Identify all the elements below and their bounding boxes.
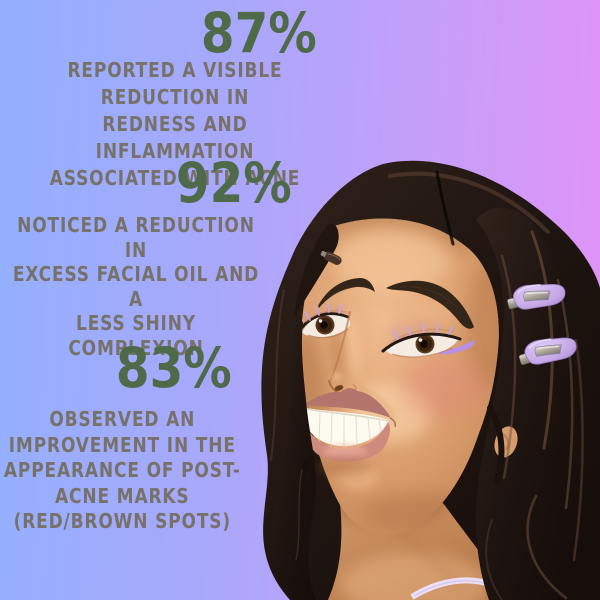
stat-1-percentage-value: 87%	[201, 1, 317, 65]
stat-1-description: REPORTED A VISIBLE REDUCTION IN REDNESS …	[0, 57, 355, 192]
purple-eyeliner-wing	[439, 340, 475, 355]
right-eye	[298, 303, 351, 339]
left-eye	[381, 323, 475, 358]
small-dark-clip-icon	[320, 250, 342, 265]
stat-2-percentage-value: 92%	[176, 151, 292, 215]
stat-2-percentage: 92%	[84, 156, 384, 211]
stat-2-description-text: NOTICED A REDUCTION IN EXCESS FACIAL OIL…	[12, 213, 260, 360]
stat-3-description: OBSERVED AN IMPROVEMENT IN THE APPEARANC…	[0, 407, 272, 535]
stat-3-description-text: OBSERVED AN IMPROVEMENT IN THE APPEARANC…	[3, 407, 241, 533]
portrait-photo	[261, 160, 600, 600]
stat-3-percentage-value: 83%	[116, 336, 232, 400]
hair-highlights	[270, 170, 584, 600]
stat-1-percentage: 87%	[109, 6, 409, 61]
smiling-mouth	[303, 387, 396, 475]
lavender-lashes-left	[392, 323, 453, 340]
eyebrows	[318, 278, 474, 329]
stat-3-percentage: 83%	[24, 341, 324, 396]
stat-2-description: NOTICED A REDUCTION IN EXCESS FACIAL OIL…	[0, 213, 286, 360]
hair-clips	[320, 250, 581, 373]
lavender-lashes-right	[304, 303, 342, 321]
stat-1-description-text: REPORTED A VISIBLE REDUCTION IN REDNESS …	[49, 58, 301, 190]
